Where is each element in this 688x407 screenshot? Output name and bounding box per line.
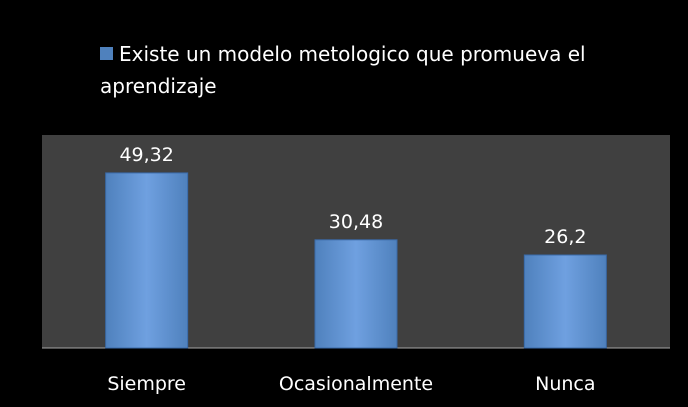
bar bbox=[523, 254, 607, 349]
x-tick-label: Ocasionalmente bbox=[279, 373, 433, 395]
data-label: 49,32 bbox=[119, 144, 173, 166]
data-label: 30,48 bbox=[329, 211, 383, 233]
x-tick-label: Siempre bbox=[107, 373, 186, 395]
legend-key bbox=[100, 47, 113, 60]
legend: Existe un modelo metologico que promueva… bbox=[100, 38, 640, 102]
bar bbox=[314, 239, 398, 349]
bar bbox=[105, 172, 189, 349]
x-tick-label: Nunca bbox=[535, 373, 595, 395]
legend-label: Existe un modelo metologico que promueva… bbox=[100, 42, 586, 98]
data-label: 26,2 bbox=[544, 226, 586, 248]
